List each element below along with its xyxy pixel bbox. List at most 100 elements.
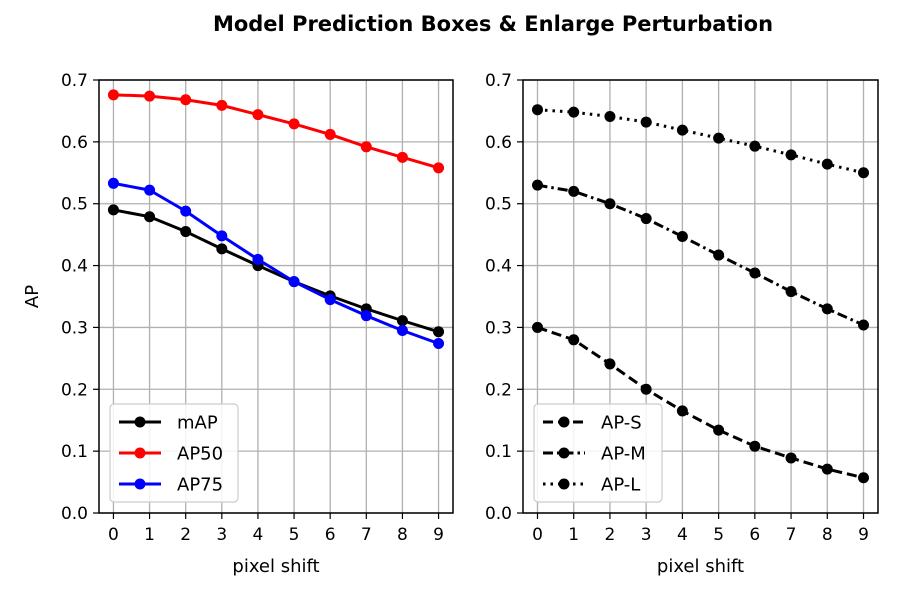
x-tick-label: 9 xyxy=(433,525,444,545)
data-point-AP50 xyxy=(396,151,408,163)
data-point-AP-S xyxy=(531,321,543,333)
legend-label: AP50 xyxy=(177,444,223,465)
series-line-AP-L xyxy=(537,108,864,175)
y-tick-label: 0.0 xyxy=(485,504,512,524)
data-point-AP-S xyxy=(821,463,833,475)
data-point-AP-M xyxy=(749,267,761,279)
y-tick-label: 0.7 xyxy=(61,71,88,91)
x-tick-label: 7 xyxy=(361,525,372,545)
data-point-AP-L xyxy=(676,124,688,136)
data-point-AP-M xyxy=(676,230,688,242)
data-point-AP75 xyxy=(288,276,300,288)
data-point-AP-L xyxy=(821,158,833,170)
series-line-mAP xyxy=(113,208,439,334)
y-tick-label: 0.5 xyxy=(485,195,512,215)
data-point-AP75 xyxy=(360,310,372,322)
legend-swatch-marker xyxy=(558,416,570,428)
data-point-AP-S xyxy=(604,358,616,370)
data-point-AP75 xyxy=(180,205,192,217)
x-axis-label: pixel shift xyxy=(232,556,319,577)
y-tick-label: 0.1 xyxy=(485,442,512,462)
y-tick-label: 0.3 xyxy=(61,318,88,338)
data-point-AP50 xyxy=(324,128,336,140)
data-point-AP-L xyxy=(640,116,652,128)
data-point-AP50 xyxy=(288,118,300,130)
data-point-AP-S xyxy=(676,405,688,417)
data-point-AP75 xyxy=(433,338,445,350)
y-tick-label: 0.6 xyxy=(61,133,88,153)
data-point-AP50 xyxy=(433,162,445,174)
x-tick-label: 8 xyxy=(822,525,833,545)
legend-label: AP-L xyxy=(601,475,640,496)
data-point-AP-S xyxy=(749,440,761,452)
data-point-AP75 xyxy=(107,177,119,189)
right-chart-panel: 0 1 2 3 4 5 6 7 8 9 0.0 0.1 0.2 0.3 0.4 0.5 0.6 0.7 pixel … xyxy=(485,71,879,577)
data-point-AP-S xyxy=(640,383,652,395)
data-point-mAP xyxy=(144,211,156,223)
x-axis-label: pixel shift xyxy=(657,556,744,577)
data-point-AP-S xyxy=(858,472,870,484)
series-line-AP50 xyxy=(113,93,439,170)
data-point-AP75 xyxy=(144,184,156,196)
x-tick-label: 8 xyxy=(397,525,408,545)
data-point-mAP xyxy=(107,204,119,216)
data-point-AP-S xyxy=(568,334,580,346)
data-point-AP50 xyxy=(144,90,156,102)
y-tick-label: 0.0 xyxy=(61,504,88,524)
x-tick-label: 4 xyxy=(253,525,264,545)
legend: AP-S AP-M AP-L xyxy=(533,403,663,503)
x-tick-label: 5 xyxy=(713,525,724,545)
data-point-AP-S xyxy=(713,424,725,436)
legend-label: AP75 xyxy=(177,475,223,496)
x-tick-label: 9 xyxy=(858,525,869,545)
data-point-mAP xyxy=(216,243,228,255)
data-point-AP-L xyxy=(531,104,543,116)
y-axis-label: AP xyxy=(22,285,43,308)
legend-swatch-marker xyxy=(558,478,570,490)
x-tick-label: 5 xyxy=(289,525,300,545)
axes-frame xyxy=(522,79,879,514)
x-tick-label: 3 xyxy=(641,525,652,545)
legend-swatch-marker xyxy=(558,447,570,459)
legend-swatch-marker xyxy=(134,447,146,459)
y-tick-label: 0.5 xyxy=(61,195,88,215)
data-point-AP-M xyxy=(531,179,543,191)
legend-box xyxy=(533,403,663,503)
series-line-AP-S xyxy=(537,326,864,480)
data-point-AP-L xyxy=(568,106,580,118)
series-line-AP75 xyxy=(113,181,440,345)
legend-swatch-marker xyxy=(134,478,146,490)
x-tick-label: 7 xyxy=(786,525,797,545)
legend-box xyxy=(109,403,239,503)
x-tick-label: 2 xyxy=(605,525,616,545)
data-point-mAP xyxy=(396,315,408,327)
x-tick-label: 4 xyxy=(677,525,688,545)
left-chart-panel: 0 1 2 3 4 5 6 7 8 9 0.0 0.1 0.2 0.3 0.4 0.5 0.6 0.7 pixel … xyxy=(22,71,454,577)
y-tick-label: 0.7 xyxy=(485,71,512,91)
y-tick-label: 0.6 xyxy=(485,133,512,153)
x-tick-label: 6 xyxy=(749,525,760,545)
data-point-AP50 xyxy=(252,109,264,121)
data-point-AP75 xyxy=(252,253,264,265)
series-line-AP-M xyxy=(537,183,865,327)
data-point-AP75 xyxy=(216,230,228,242)
x-tick-label: 3 xyxy=(216,525,227,545)
data-point-AP-L xyxy=(785,149,797,161)
y-tick-label: 0.1 xyxy=(61,442,88,462)
data-point-AP-L xyxy=(749,140,761,152)
data-point-mAP xyxy=(180,226,192,238)
legend-swatch-marker xyxy=(134,416,146,428)
data-point-AP50 xyxy=(216,99,228,111)
legend-label: AP-M xyxy=(601,444,646,465)
y-tick-label: 0.4 xyxy=(61,257,88,277)
legend-label: AP-S xyxy=(601,413,642,434)
y-tick-label: 0.2 xyxy=(61,380,88,400)
data-point-AP75 xyxy=(324,294,336,306)
x-tick-label: 1 xyxy=(144,525,155,545)
axes-frame xyxy=(98,79,454,514)
x-tick-label: 0 xyxy=(532,525,543,545)
figure-title: Model Prediction Boxes & Enlarge Perturb… xyxy=(213,12,773,36)
x-tick-label: 0 xyxy=(108,525,119,545)
data-point-AP-L xyxy=(713,132,725,144)
data-point-AP-M xyxy=(640,213,652,225)
